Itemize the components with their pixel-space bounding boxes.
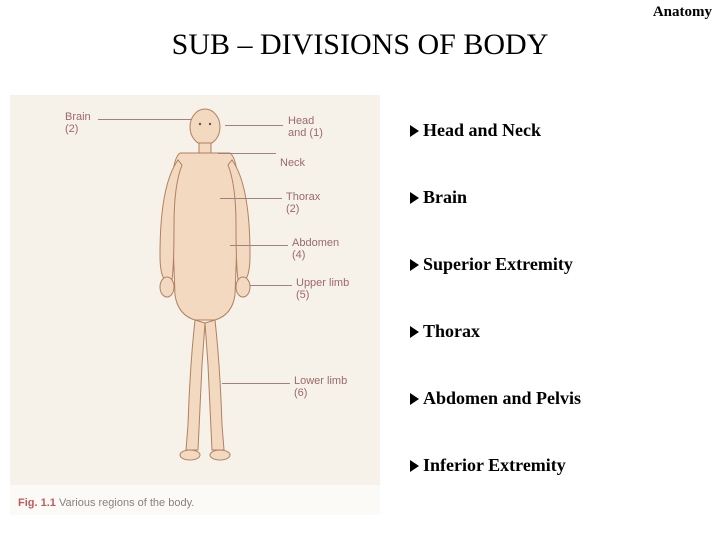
fig-label-text: Head [288, 115, 323, 127]
list-item: Abdomen and Pelvis [410, 388, 710, 409]
chevron-right-icon [410, 393, 419, 405]
figure-region: Brain (2) Head and (1) Neck Thorax (2) A… [10, 95, 380, 515]
fig-label-neck: Neck [280, 157, 305, 169]
fig-label-text: Lower limb [294, 375, 347, 387]
fig-label-abdomen: Abdomen (4) [292, 237, 339, 261]
bullet-text: Superior Extremity [423, 254, 573, 275]
fig-label-text: Thorax [286, 191, 320, 203]
fig-label-text: (6) [294, 387, 347, 399]
figure-caption: Fig. 1.1 Various regions of the body. [18, 497, 194, 509]
lead-line [222, 383, 290, 384]
lead-line [250, 285, 292, 286]
lead-line [220, 198, 282, 199]
list-item: Brain [410, 187, 710, 208]
figure-caption-num: Fig. 1.1 [18, 497, 56, 509]
figure-inner: Brain (2) Head and (1) Neck Thorax (2) A… [10, 95, 380, 485]
list-item: Superior Extremity [410, 254, 710, 275]
human-body-icon [150, 105, 260, 465]
lead-line [218, 153, 276, 154]
lead-line [230, 245, 288, 246]
fig-label-lower: Lower limb (6) [294, 375, 347, 399]
bullet-text: Thorax [423, 321, 480, 342]
fig-label-brain: Brain (2) [65, 111, 91, 135]
chevron-right-icon [410, 192, 419, 204]
fig-label-upper: Upper limb (5) [296, 277, 349, 301]
bullet-list: Head and Neck Brain Superior Extremity T… [410, 120, 710, 522]
corner-label: Anatomy [653, 4, 712, 21]
page-title: SUB – DIVISIONS OF BODY [0, 28, 720, 62]
bullet-text: Inferior Extremity [423, 455, 566, 476]
figure-caption-text: Various regions of the body. [59, 497, 194, 509]
bullet-text: Brain [423, 187, 467, 208]
lead-line [98, 119, 192, 120]
fig-label-text: (5) [296, 289, 349, 301]
chevron-right-icon [410, 259, 419, 271]
list-item: Head and Neck [410, 120, 710, 141]
fig-label-text: and (1) [288, 127, 323, 139]
fig-label-head: Head and (1) [288, 115, 323, 139]
fig-label-text: Upper limb [296, 277, 349, 289]
list-item: Thorax [410, 321, 710, 342]
lead-line [225, 125, 283, 126]
chevron-right-icon [410, 326, 419, 338]
fig-label-text: (4) [292, 249, 339, 261]
chevron-right-icon [410, 125, 419, 137]
chevron-right-icon [410, 460, 419, 472]
fig-label-text: (2) [286, 203, 320, 215]
list-item: Inferior Extremity [410, 455, 710, 476]
fig-label-text: Abdomen [292, 237, 339, 249]
fig-label-thorax: Thorax (2) [286, 191, 320, 215]
bullet-text: Abdomen and Pelvis [423, 388, 581, 409]
fig-label-text: (2) [65, 123, 91, 135]
bullet-text: Head and Neck [423, 120, 541, 141]
fig-label-text: Neck [280, 157, 305, 169]
fig-label-text: Brain [65, 111, 91, 123]
